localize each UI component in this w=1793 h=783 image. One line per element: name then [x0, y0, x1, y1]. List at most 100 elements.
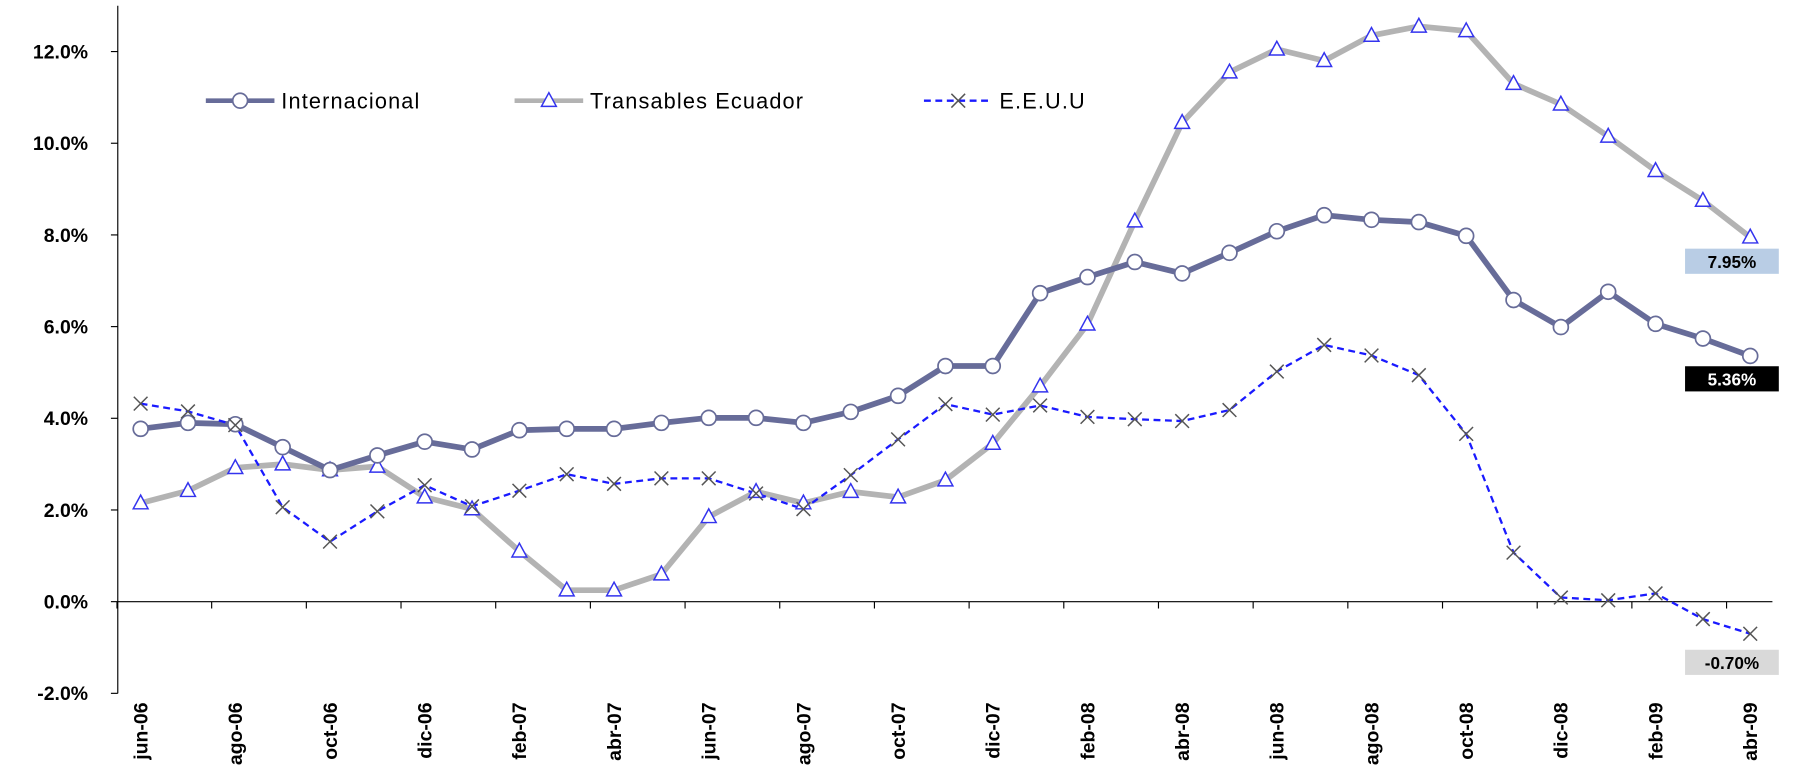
y-tick-label: 6.0% [44, 316, 88, 338]
point [416, 433, 433, 450]
point [700, 409, 718, 427]
point [273, 454, 292, 471]
point [1695, 611, 1711, 627]
point [1457, 21, 1475, 38]
point [1080, 409, 1095, 425]
point [843, 467, 859, 483]
x-tick-label: feb-08 [1077, 702, 1099, 759]
point [1126, 211, 1144, 228]
point [1268, 39, 1286, 56]
series-line [140, 343, 1751, 635]
point [795, 414, 812, 432]
point [275, 499, 291, 515]
point [1220, 62, 1239, 79]
point [1316, 337, 1332, 353]
point [890, 431, 906, 447]
x-tick-label: abr-07 [604, 702, 626, 760]
legend-label: Transables Ecuador [590, 89, 804, 114]
point [231, 92, 249, 109]
point [1363, 211, 1380, 229]
point [1268, 222, 1286, 240]
data-label-box [1685, 366, 1779, 392]
point [463, 441, 481, 458]
point [1458, 426, 1474, 442]
point [654, 470, 669, 486]
point [416, 487, 434, 504]
point [1222, 402, 1237, 418]
data-label: 7.95% [1708, 252, 1757, 272]
x-tick-label: feb-07 [509, 702, 531, 759]
point [1741, 227, 1759, 244]
point [132, 420, 149, 438]
point [950, 93, 966, 109]
y-tick-label: 0.0% [44, 592, 88, 614]
point [511, 483, 527, 499]
point [1457, 227, 1475, 245]
point [1505, 291, 1522, 309]
point [1600, 592, 1616, 608]
point [464, 498, 480, 514]
point [180, 404, 196, 419]
point [938, 396, 953, 412]
point [1646, 161, 1665, 178]
point [368, 456, 387, 473]
x-tick-label: jun-07 [699, 702, 721, 760]
x-tick-label: abr-09 [1740, 702, 1762, 761]
x-tick-label: ago-08 [1361, 702, 1383, 765]
point [1410, 16, 1428, 33]
x-tick-label: oct-06 [320, 702, 342, 759]
point [1364, 348, 1379, 363]
point [1742, 626, 1758, 642]
y-tick-label: 12.0% [33, 41, 88, 63]
y-tick-label: 4.0% [44, 408, 88, 430]
point [1173, 265, 1191, 282]
point [937, 357, 954, 375]
x-tick-label: ago-07 [793, 702, 815, 765]
x-tick-label: jun-06 [131, 702, 153, 760]
x-tick-label: dic-06 [415, 702, 437, 758]
point [1126, 253, 1144, 271]
x-tick-label: dic-08 [1551, 702, 1573, 758]
point [889, 487, 907, 504]
point [1174, 413, 1190, 429]
point [540, 91, 558, 108]
point [1506, 545, 1521, 560]
point [1552, 318, 1570, 336]
point [889, 387, 907, 405]
point [1504, 74, 1523, 91]
point [842, 482, 860, 499]
y-tick-label: 10.0% [33, 133, 88, 155]
point [369, 447, 386, 464]
point [605, 580, 623, 597]
point [322, 534, 338, 549]
point [1221, 244, 1238, 262]
point [558, 580, 576, 597]
point [179, 481, 197, 498]
y-tick-label: -2.0% [37, 683, 88, 705]
point [559, 466, 575, 482]
point [936, 470, 955, 487]
legend-label: Internacional [281, 89, 420, 114]
point [700, 507, 718, 524]
data-label: 5.36% [1708, 370, 1757, 390]
point [1647, 315, 1664, 333]
x-tick-label: abr-08 [1172, 702, 1194, 761]
series-line [140, 212, 1752, 474]
point [1410, 213, 1428, 231]
point [1553, 590, 1569, 605]
point [133, 396, 149, 412]
x-tick-label: oct-07 [888, 702, 910, 759]
data-label: -0.70% [1705, 653, 1759, 673]
point [1032, 398, 1048, 413]
point [558, 420, 576, 438]
point [510, 541, 529, 558]
point [1031, 284, 1049, 302]
x-tick-label: jun-08 [1267, 702, 1289, 760]
point [984, 433, 1002, 450]
point [1411, 367, 1427, 383]
point [1173, 113, 1191, 130]
point [274, 438, 291, 456]
point [842, 403, 860, 421]
point [1315, 206, 1333, 224]
